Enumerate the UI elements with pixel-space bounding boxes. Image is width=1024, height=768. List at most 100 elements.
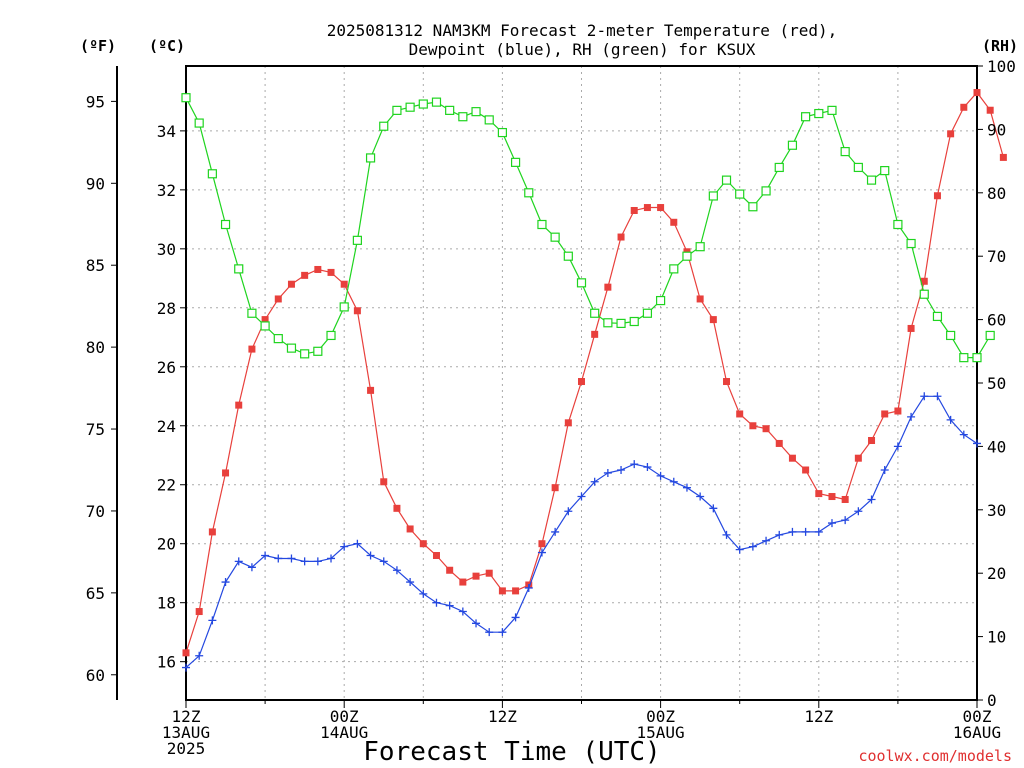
rh-tick-label: 90 (987, 120, 1006, 139)
x-tick-label: 00Z (330, 707, 359, 726)
rh-point (972, 353, 982, 363)
dewpoint-point (445, 601, 454, 610)
dewpoint-line (185, 395, 978, 669)
rh-tick-label: 60 (987, 311, 1006, 330)
temperature-point (907, 324, 915, 332)
dewpoint-point (537, 548, 546, 557)
rh-point (946, 330, 956, 341)
x-tick-label: 13AUG (162, 723, 210, 742)
fahrenheit-tick-label: 95 (86, 92, 105, 111)
rh-point (655, 295, 666, 306)
rh-unit-label: (RH) (982, 37, 1018, 55)
rh-point (313, 346, 323, 356)
dewpoint-point (617, 465, 626, 474)
rh-point (273, 334, 283, 344)
dewpoint-point (880, 465, 889, 474)
dewpoint-point (353, 539, 362, 548)
rh-point (721, 175, 732, 185)
rh-tick-label: 10 (987, 628, 1006, 647)
temperature-point (749, 422, 757, 430)
x-tick-label: 2025 (167, 739, 206, 758)
dewpoint-point (735, 545, 744, 554)
temperature-point (696, 295, 704, 303)
temperature-point (973, 89, 981, 97)
rh-tick-label: 50 (987, 374, 1006, 393)
rh-point (352, 235, 362, 245)
temperature-point (419, 540, 427, 548)
dewpoint-point (485, 628, 494, 637)
temperature-point (578, 378, 585, 386)
rh-point (959, 353, 969, 363)
rh-point (537, 219, 547, 230)
temperature-point (841, 495, 849, 503)
chart-title-line-2: Dewpoint (blue), RH (green) for KSUX (409, 40, 756, 59)
rh-point (220, 219, 231, 230)
temperature-point (920, 277, 928, 285)
rh-point (286, 343, 297, 353)
dewpoint-point (340, 542, 349, 551)
temperature-point (881, 410, 889, 418)
dewpoint-point (603, 468, 612, 477)
rh-point (590, 308, 600, 318)
x-tick-label: 00Z (963, 707, 992, 726)
temperature-point (775, 439, 783, 447)
temperature-point (446, 566, 454, 574)
dewpoint-point (300, 557, 309, 566)
temperature-point (670, 218, 678, 226)
dewpoint-point (261, 551, 270, 560)
rh-point (326, 330, 336, 341)
dewpoint-point (524, 583, 533, 592)
dewpoint-point (577, 492, 586, 501)
rh-point (801, 112, 811, 122)
dewpoint-point (854, 507, 863, 516)
rh-tick-label: 20 (987, 564, 1006, 583)
rh-point (748, 202, 758, 212)
rh-point (234, 264, 244, 274)
dewpoint-point (867, 495, 876, 504)
temperature-point (762, 425, 770, 433)
temperature-point (999, 153, 1007, 161)
dewpoint-point (379, 557, 388, 566)
temperature-point (314, 265, 322, 273)
dewpoint-point (234, 557, 243, 566)
temperature-point (406, 525, 414, 533)
dewpoint-point (682, 483, 691, 492)
temperature-point (538, 540, 546, 548)
fahrenheit-tick-label: 85 (86, 256, 105, 275)
rh-point (497, 127, 507, 138)
rh-point (866, 175, 877, 185)
temperature-point (327, 268, 335, 276)
dewpoint-point (406, 578, 415, 587)
rh-point (642, 308, 653, 318)
rh-point (735, 189, 745, 199)
temperature-point (551, 484, 559, 492)
x-axis-label: Forecast Time (UTC) (363, 737, 660, 767)
x-tick-label: 14AUG (320, 723, 368, 742)
rh-point (880, 166, 890, 176)
dewpoint-point (827, 519, 836, 528)
rh-point (814, 108, 824, 119)
rh-point (365, 153, 376, 163)
dewpoint-point (511, 613, 520, 622)
x-tick-label: 12Z (488, 707, 517, 726)
dewpoint-point (920, 392, 929, 401)
rh-tick-label: 0 (987, 691, 997, 710)
rh-point (708, 191, 718, 201)
dewpoint-point (182, 663, 190, 672)
rh-point (300, 349, 310, 359)
celsius-tick-label: 20 (157, 535, 176, 554)
celsius-tick-label: 26 (157, 358, 176, 377)
rh-point (431, 97, 442, 107)
rh-point (682, 251, 692, 261)
fahrenheit-tick-label: 90 (86, 174, 105, 193)
temperature-point (353, 307, 361, 315)
rh-point (405, 102, 415, 112)
celsius-tick-label: 30 (157, 240, 176, 259)
rh-point (840, 146, 850, 157)
temperature-point (564, 419, 572, 427)
x-tick-label: 15AUG (637, 723, 685, 742)
dewpoint-point (959, 430, 968, 439)
rh-point (418, 99, 428, 109)
temperature-point (248, 345, 256, 353)
temperature-point (960, 103, 968, 111)
